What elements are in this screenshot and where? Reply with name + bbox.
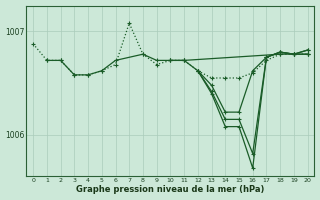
X-axis label: Graphe pression niveau de la mer (hPa): Graphe pression niveau de la mer (hPa) (76, 185, 265, 194)
